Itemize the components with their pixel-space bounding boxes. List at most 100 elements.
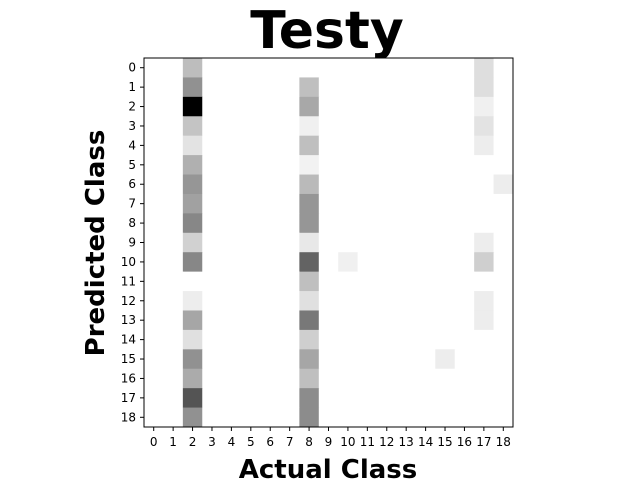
heatmap-cell-r7-c18 — [493, 193, 514, 214]
heatmap-cell-r14-c13 — [396, 329, 417, 350]
heatmap-cell-r18-c16 — [454, 407, 475, 428]
heatmap-cell-r4-c15 — [435, 135, 456, 156]
heatmap-cell-r17-c14 — [415, 388, 436, 409]
heatmap-cell-r11-c9 — [318, 271, 339, 292]
x-tick-label-17: 17 — [476, 435, 491, 449]
heatmap-cell-r0-c2 — [182, 58, 203, 78]
heatmap-cell-r1-c15 — [435, 77, 456, 98]
heatmap-cell-r0-c7 — [279, 58, 300, 78]
heatmap-cell-r7-c14 — [415, 193, 436, 214]
heatmap-cell-r16-c8 — [299, 368, 320, 389]
heatmap-cell-r7-c6 — [260, 193, 281, 214]
heatmap-cell-r5-c10 — [338, 155, 359, 176]
heatmap-cell-r8-c13 — [396, 213, 417, 234]
heatmap-cell-r4-c12 — [377, 135, 397, 156]
heatmap-cell-r0-c4 — [221, 58, 242, 78]
heatmap-cell-r17-c1 — [163, 388, 184, 409]
heatmap-cell-r7-c10 — [338, 193, 359, 214]
y-tick-label-7: 7 — [128, 197, 136, 211]
heatmap-cell-r13-c8 — [299, 310, 320, 331]
y-tick-label-2: 2 — [128, 100, 136, 114]
heatmap-cell-r15-c1 — [163, 349, 184, 370]
heatmap-cell-r13-c9 — [318, 310, 339, 331]
heatmap-cell-r8-c3 — [202, 213, 223, 234]
x-tick-label-5: 5 — [247, 435, 255, 449]
heatmap-cell-r5-c1 — [163, 155, 184, 176]
heatmap-cell-r2-c1 — [163, 96, 184, 117]
heatmap-cell-r10-c14 — [415, 252, 436, 273]
heatmap-cell-r4-c10 — [338, 135, 359, 156]
heatmap-cell-r8-c17 — [474, 213, 495, 234]
heatmap-cell-r12-c11 — [357, 291, 378, 311]
heatmap-cell-r15-c4 — [221, 349, 242, 370]
heatmap-cell-r12-c9 — [318, 291, 339, 311]
heatmap-cell-r12-c4 — [221, 291, 242, 311]
heatmap-cell-r12-c1 — [163, 291, 184, 311]
x-tick-label-8: 8 — [305, 435, 313, 449]
heatmap-cell-r6-c13 — [396, 174, 417, 195]
heatmap-cell-r5-c15 — [435, 155, 456, 176]
heatmap-cell-r16-c16 — [454, 368, 475, 389]
heatmap-cell-r15-c7 — [279, 349, 300, 370]
heatmap-cell-r0-c11 — [357, 58, 378, 78]
heatmap-cell-r13-c2 — [182, 310, 203, 331]
heatmap-cell-r15-c18 — [493, 349, 514, 370]
heatmap-cell-r3-c11 — [357, 116, 378, 137]
heatmap-cell-r8-c4 — [221, 213, 242, 234]
heatmap-cell-r6-c0 — [144, 174, 164, 195]
heatmap-cell-r18-c2 — [182, 407, 203, 428]
heatmap-cell-r2-c15 — [435, 96, 456, 117]
heatmap-cell-r11-c7 — [279, 271, 300, 292]
heatmap-cell-r7-c0 — [144, 193, 164, 214]
heatmap-cell-r3-c9 — [318, 116, 339, 137]
heatmap-cell-r2-c5 — [241, 96, 262, 117]
heatmap-cell-r9-c9 — [318, 232, 339, 253]
heatmap-cell-r13-c18 — [493, 310, 514, 331]
heatmap-cell-r5-c5 — [241, 155, 262, 176]
y-tick-label-1: 1 — [128, 80, 136, 94]
heatmap-cell-r5-c14 — [415, 155, 436, 176]
heatmap-cell-r12-c15 — [435, 291, 456, 311]
heatmap-cell-r13-c7 — [279, 310, 300, 331]
heatmap-cell-r14-c4 — [221, 329, 242, 350]
heatmap-cell-r10-c2 — [182, 252, 203, 273]
heatmap-cell-r12-c17 — [474, 291, 495, 311]
heatmap-cell-r0-c18 — [493, 58, 514, 78]
heatmap-cell-r18-c4 — [221, 407, 242, 428]
heatmap-cell-r10-c6 — [260, 252, 281, 273]
heatmap-cell-r11-c13 — [396, 271, 417, 292]
heatmap-cell-r17-c12 — [377, 388, 397, 409]
heatmap-cell-r2-c17 — [474, 96, 495, 117]
heatmap-cell-r13-c10 — [338, 310, 359, 331]
heatmap-cell-r2-c0 — [144, 96, 164, 117]
heatmap-cell-r12-c6 — [260, 291, 281, 311]
heatmap-cell-r2-c16 — [454, 96, 475, 117]
heatmap-cell-r3-c13 — [396, 116, 417, 137]
heatmap-cell-r9-c16 — [454, 232, 475, 253]
heatmap-cell-r10-c10 — [338, 252, 359, 273]
heatmap-cell-r11-c18 — [493, 271, 514, 292]
heatmap-cell-r8-c6 — [260, 213, 281, 234]
heatmap-cell-r3-c6 — [260, 116, 281, 137]
heatmap-cell-r15-c2 — [182, 349, 203, 370]
heatmap-cell-r2-c4 — [221, 96, 242, 117]
heatmap-cell-r9-c10 — [338, 232, 359, 253]
heatmap-cell-r8-c16 — [454, 213, 475, 234]
heatmap-cell-r2-c3 — [202, 96, 223, 117]
heatmap-cell-r9-c18 — [493, 232, 514, 253]
heatmap-cell-r13-c4 — [221, 310, 242, 331]
heatmap-cell-r14-c7 — [279, 329, 300, 350]
x-tick-label-18: 18 — [496, 435, 511, 449]
heatmap-cell-r18-c10 — [338, 407, 359, 428]
heatmap-cell-r18-c0 — [144, 407, 164, 428]
heatmap-cell-r1-c17 — [474, 77, 495, 98]
heatmap-cell-r4-c16 — [454, 135, 475, 156]
heatmap-cell-r7-c3 — [202, 193, 223, 214]
y-axis-label: Predicted Class — [81, 130, 111, 357]
heatmap-cell-r5-c11 — [357, 155, 378, 176]
x-tick-label-0: 0 — [150, 435, 158, 449]
heatmap-cell-r7-c13 — [396, 193, 417, 214]
heatmap-cell-r2-c6 — [260, 96, 281, 117]
heatmap-cell-r11-c3 — [202, 271, 223, 292]
heatmap-cell-r0-c14 — [415, 58, 436, 78]
